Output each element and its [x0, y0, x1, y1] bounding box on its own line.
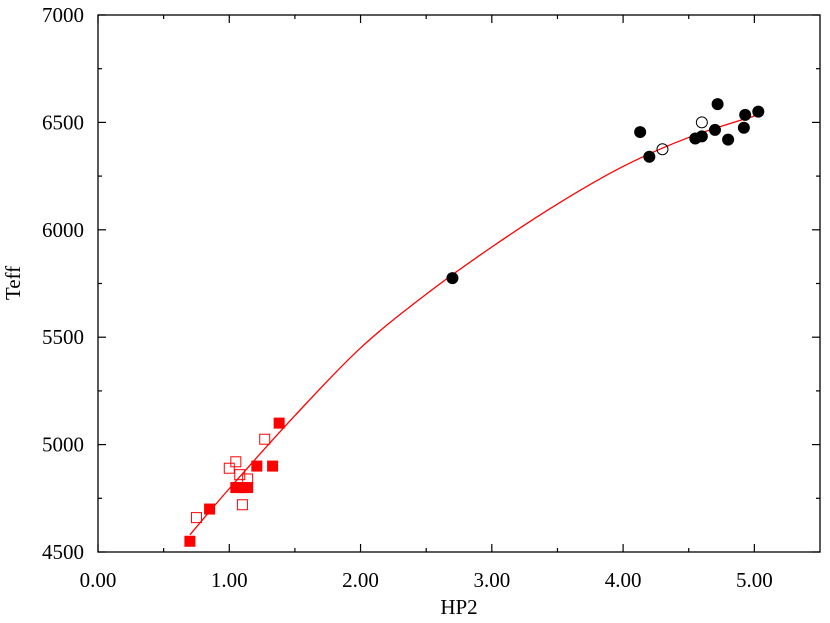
data-point-open-square: [242, 473, 254, 485]
data-point-filled-circle: [695, 130, 708, 143]
data-point-open-square: [230, 456, 242, 468]
data-point-filled-circle: [722, 133, 735, 146]
data-point-open-square: [259, 433, 271, 445]
data-point-filled-circle: [752, 105, 765, 118]
y-tick-label: 7000: [42, 3, 84, 27]
data-point-open-square: [190, 512, 202, 524]
data-point-filled-square: [251, 460, 263, 472]
y-tick-label: 5000: [42, 433, 84, 457]
x-axis-label: HP2: [440, 595, 477, 619]
fit-curve: [189, 115, 755, 536]
y-tick-label: 6500: [42, 110, 84, 134]
data-point-filled-square: [267, 460, 279, 472]
y-tick-label: 5500: [42, 325, 84, 349]
plot-frame: [97, 14, 821, 553]
x-tick-label: 5.00: [736, 568, 773, 592]
data-point-open-square: [234, 469, 246, 481]
data-point-filled-square: [204, 503, 216, 515]
x-tick-label: 1.00: [211, 568, 248, 592]
data-point-filled-circle: [446, 272, 459, 285]
data-point-filled-square: [184, 535, 196, 547]
data-points-layer: [184, 98, 765, 547]
fit-curve-layer: [189, 115, 755, 536]
x-tick-label: 4.00: [605, 568, 642, 592]
data-point-filled-square: [273, 417, 285, 429]
data-point-open-circle: [656, 143, 669, 156]
y-tick-label: 4500: [42, 540, 84, 564]
data-point-filled-circle: [643, 150, 656, 163]
data-point-open-square: [223, 462, 235, 474]
data-point-filled-circle: [634, 126, 647, 139]
data-point-open-square: [236, 499, 248, 511]
ticks-layer: 0.00 1.00 2.00 3.00 4.00 5.00 4500 5000 5500 6000…: [42, 3, 820, 592]
y-tick-label: 6000: [42, 218, 84, 242]
data-point-open-circle: [695, 116, 708, 129]
y-axis-label: Teff: [1, 266, 25, 300]
data-point-filled-circle: [739, 108, 752, 121]
x-tick-label: 0.00: [80, 568, 117, 592]
data-point-filled-circle: [711, 98, 724, 111]
x-tick-label: 3.00: [473, 568, 510, 592]
data-point-filled-circle: [737, 121, 750, 134]
x-tick-label: 2.00: [342, 568, 379, 592]
data-point-filled-circle: [708, 123, 721, 136]
data-point-filled-square: [242, 482, 254, 494]
